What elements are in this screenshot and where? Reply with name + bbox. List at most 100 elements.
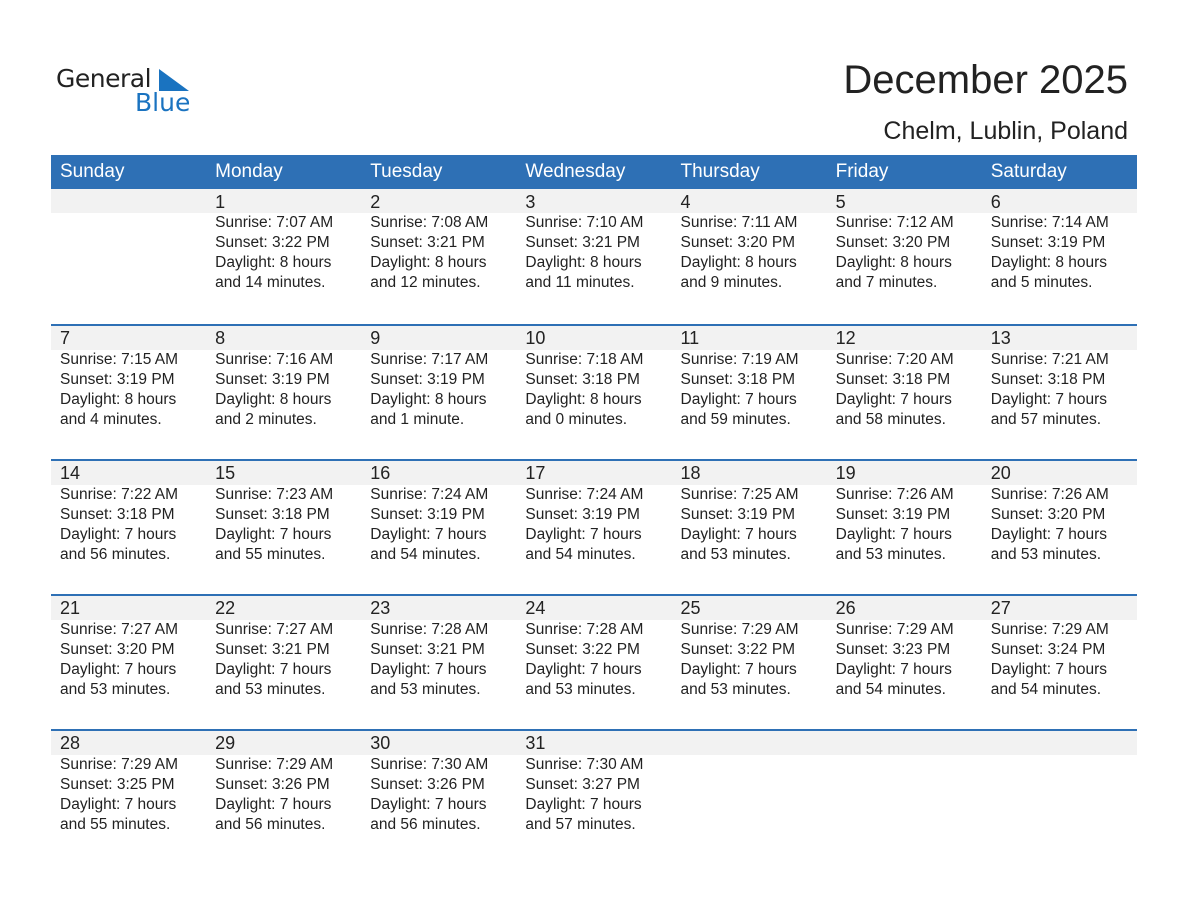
day-number: 15 <box>215 463 236 483</box>
sunset-text: Sunset: 3:18 PM <box>835 371 951 388</box>
daylight-text: Daylight: 8 hours <box>525 254 642 271</box>
day-number: 27 <box>990 598 1011 618</box>
daylight-minutes-text: and 56 minutes. <box>215 816 326 833</box>
sunrise-text: Sunrise: 7:26 AM <box>835 486 954 503</box>
daylight-minutes-text: and 57 minutes. <box>525 816 636 833</box>
day-cell: 8 Sunrise: 7:16 AM Sunset: 3:19 PM Daylight… <box>206 326 361 430</box>
daylight-minutes-text: and 9 minutes. <box>680 274 783 291</box>
daylight-text: Daylight: 7 hours <box>990 526 1108 543</box>
sunset-text: Sunset: 3:22 PM <box>525 641 640 658</box>
sunrise-text: Sunrise: 7:24 AM <box>370 486 489 503</box>
week-row: 28 Sunrise: 7:29 AM Sunset: 3:25 PM Dayligh… <box>51 729 1137 864</box>
day-number-band <box>51 731 1137 755</box>
empty-cell <box>827 731 982 835</box>
sunrise-text: Sunrise: 7:07 AM <box>215 214 334 231</box>
sunrise-text: Sunrise: 7:27 AM <box>215 621 334 638</box>
daylight-minutes-text: and 12 minutes. <box>370 274 481 291</box>
daylight-text: Daylight: 7 hours <box>525 796 642 813</box>
weekday-friday: Friday <box>835 161 889 182</box>
sunrise-text: Sunrise: 7:17 AM <box>370 351 489 368</box>
day-cell: 28 Sunrise: 7:29 AM Sunset: 3:25 PM Dayligh… <box>51 731 206 835</box>
day-cell: 24 Sunrise: 7:28 AM Sunset: 3:22 PM Dayligh… <box>516 596 671 700</box>
sunset-text: Sunset: 3:18 PM <box>215 506 330 523</box>
sunrise-text: Sunrise: 7:21 AM <box>990 351 1109 368</box>
daylight-minutes-text: and 54 minutes. <box>835 681 946 698</box>
weekday-monday: Monday <box>215 161 283 182</box>
day-cell: 19 Sunrise: 7:26 AM Sunset: 3:19 PM Dayligh… <box>827 461 982 565</box>
sunset-text: Sunset: 3:19 PM <box>215 371 330 388</box>
sunrise-text: Sunrise: 7:27 AM <box>60 621 179 638</box>
day-cell: 6 Sunrise: 7:14 AM Sunset: 3:19 PM Daylight… <box>982 189 1137 293</box>
sunrise-text: Sunrise: 7:29 AM <box>60 756 179 773</box>
daylight-text: Daylight: 7 hours <box>370 796 487 813</box>
weekday-tuesday: Tuesday <box>370 161 443 182</box>
day-number: 18 <box>680 463 701 483</box>
empty-cell <box>982 731 1137 835</box>
daylight-text: Daylight: 7 hours <box>370 661 487 678</box>
sunset-text: Sunset: 3:24 PM <box>990 641 1106 658</box>
daylight-minutes-text: and 56 minutes. <box>370 816 481 833</box>
sunrise-text: Sunrise: 7:30 AM <box>525 756 644 773</box>
day-number: 23 <box>370 598 391 618</box>
day-number: 21 <box>60 598 81 618</box>
sunrise-text: Sunrise: 7:22 AM <box>60 486 179 503</box>
daylight-minutes-text: and 54 minutes. <box>370 546 481 563</box>
day-cell: 27 Sunrise: 7:29 AM Sunset: 3:24 PM Dayligh… <box>982 596 1137 700</box>
sunset-text: Sunset: 3:19 PM <box>525 506 640 523</box>
week-row: 1 Sunrise: 7:07 AM Sunset: 3:22 PM Daylight… <box>51 189 1137 324</box>
sunset-text: Sunset: 3:21 PM <box>370 641 485 658</box>
week-cells: 7 Sunrise: 7:15 AM Sunset: 3:19 PM Daylight… <box>51 326 1137 430</box>
daylight-text: Daylight: 7 hours <box>215 661 332 678</box>
day-number-band <box>51 326 1137 350</box>
sunrise-text: Sunrise: 7:23 AM <box>215 486 334 503</box>
weekday-thursday: Thursday <box>680 161 760 182</box>
sunrise-text: Sunrise: 7:14 AM <box>990 214 1109 231</box>
daylight-text: Daylight: 8 hours <box>60 391 177 408</box>
daylight-text: Daylight: 7 hours <box>990 391 1108 408</box>
day-cell: 30 Sunrise: 7:30 AM Sunset: 3:26 PM Dayligh… <box>361 731 516 835</box>
sunset-text: Sunset: 3:25 PM <box>60 776 175 793</box>
day-number: 14 <box>60 463 81 483</box>
day-cell: 22 Sunrise: 7:27 AM Sunset: 3:21 PM Dayligh… <box>206 596 361 700</box>
logo-text-general: General <box>56 64 152 93</box>
day-number: 11 <box>680 328 700 348</box>
day-number: 4 <box>680 192 691 212</box>
daylight-minutes-text: and 7 minutes. <box>835 274 938 291</box>
daylight-minutes-text: and 54 minutes. <box>990 681 1102 698</box>
day-number: 30 <box>370 733 391 753</box>
daylight-text: Daylight: 7 hours <box>680 526 797 543</box>
daylight-minutes-text: and 58 minutes. <box>835 411 946 428</box>
day-number: 7 <box>60 328 71 348</box>
weekday-header: Sunday Monday Tuesday Wednesday Thursday Frid… <box>51 155 1137 189</box>
day-number-band <box>51 596 1137 620</box>
daylight-text: Daylight: 7 hours <box>680 391 797 408</box>
day-cell: 25 Sunrise: 7:29 AM Sunset: 3:22 PM Dayligh… <box>672 596 827 700</box>
day-number: 10 <box>525 328 546 348</box>
sunset-text: Sunset: 3:20 PM <box>60 641 175 658</box>
day-number: 9 <box>370 328 381 348</box>
sunrise-text: Sunrise: 7:08 AM <box>370 214 489 231</box>
daylight-text: Daylight: 7 hours <box>215 526 332 543</box>
sunset-text: Sunset: 3:19 PM <box>990 234 1106 251</box>
logo-text-blue: Blue <box>135 88 191 117</box>
day-number: 13 <box>990 328 1011 348</box>
sunset-text: Sunset: 3:21 PM <box>370 234 485 251</box>
day-cell: 17 Sunrise: 7:24 AM Sunset: 3:19 PM Dayligh… <box>516 461 671 565</box>
day-cell: 13 Sunrise: 7:21 AM Sunset: 3:18 PM Dayligh… <box>982 326 1137 430</box>
daylight-minutes-text: and 53 minutes. <box>990 546 1102 563</box>
sunrise-text: Sunrise: 7:30 AM <box>370 756 489 773</box>
sunset-text: Sunset: 3:20 PM <box>835 234 951 251</box>
day-number: 17 <box>525 463 546 483</box>
daylight-minutes-text: and 5 minutes. <box>990 274 1093 291</box>
day-cell: 4 Sunrise: 7:11 AM Sunset: 3:20 PM Daylight… <box>672 189 827 293</box>
day-number: 31 <box>525 733 546 753</box>
daylight-text: Daylight: 7 hours <box>60 796 177 813</box>
day-cell: 15 Sunrise: 7:23 AM Sunset: 3:18 PM Dayligh… <box>206 461 361 565</box>
weekday-wednesday: Wednesday <box>525 161 626 182</box>
day-number: 6 <box>990 192 1001 212</box>
day-cell: 16 Sunrise: 7:24 AM Sunset: 3:19 PM Dayligh… <box>361 461 516 565</box>
sunset-text: Sunset: 3:22 PM <box>680 641 796 658</box>
sunset-text: Sunset: 3:20 PM <box>680 234 796 251</box>
sunrise-text: Sunrise: 7:29 AM <box>680 621 799 638</box>
